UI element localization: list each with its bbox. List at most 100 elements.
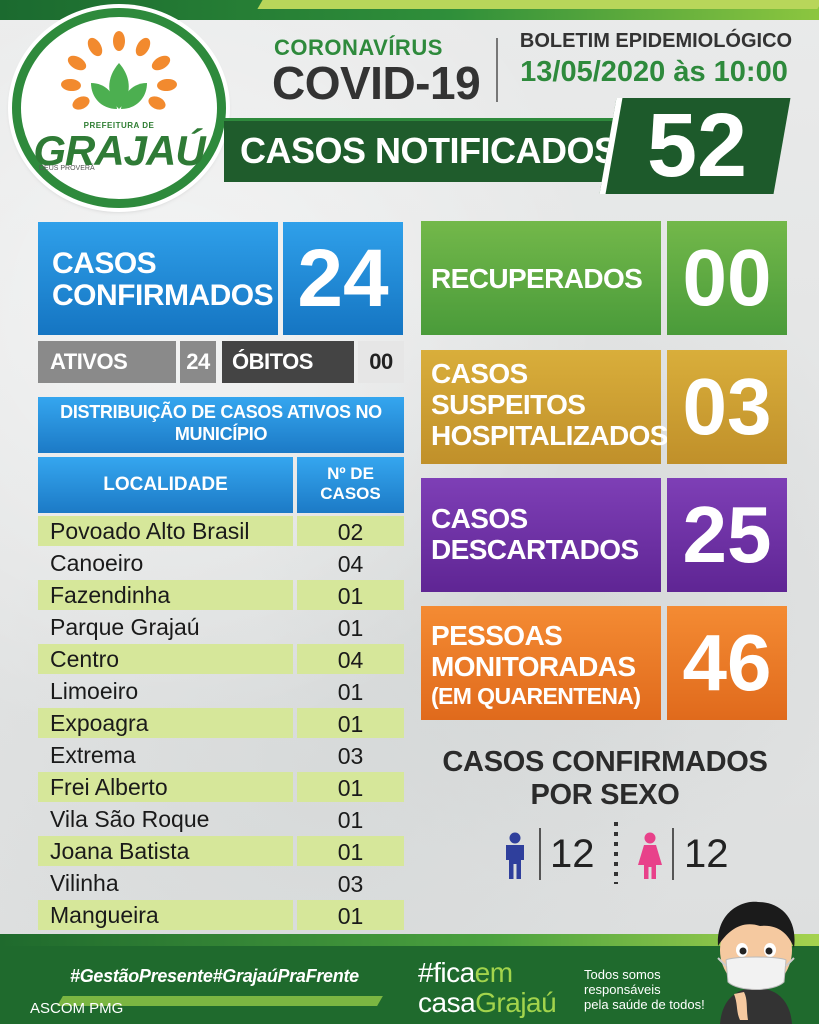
table-row: Centro 04 (38, 644, 404, 676)
descartados-block: CASOS DESCARTADOS 25 (421, 478, 787, 592)
suspeitos-label-line2: SUSPEITOS (431, 389, 586, 420)
descartados-label: CASOS DESCARTADOS (431, 503, 639, 565)
footer-message-line3: pela saúde de todos! (584, 997, 705, 1012)
coronavirus-label: CORONAVÍRUS (274, 35, 443, 60)
suspeitos-value: 03 (667, 350, 787, 464)
row-localidade: Vila São Roque (50, 806, 210, 832)
descartados-value: 25 (667, 478, 787, 592)
confirmados-label-line1: CASOS (52, 247, 157, 280)
female-separator (672, 828, 674, 880)
suspeitos-label-line3: HOSPITALIZADOS (431, 420, 668, 451)
row-casos: 01 (297, 772, 404, 802)
row-casos: 01 (337, 615, 364, 641)
row-casos: 04 (297, 644, 404, 674)
monitoradas-value: 46 (667, 606, 787, 720)
row-casos: 02 (297, 516, 404, 546)
recuperados-block: RECUPERADOS 00 (421, 221, 787, 335)
recuperados-value: 00 (667, 221, 787, 335)
row-localidade: Canoeiro (50, 550, 144, 576)
descartados-label-line1: CASOS (431, 503, 528, 534)
notificados-value: 52 (646, 96, 748, 196)
por-sexo-title-line1: CASOS CONFIRMADOS (442, 746, 768, 778)
row-localidade: Joana Batista (38, 836, 293, 866)
monitoradas-label-box: PESSOAS MONITORADAS (EM QUARENTENA) (421, 606, 661, 720)
table-row: Limoeiro 01 (38, 676, 404, 708)
column-header-localidade: LOCALIDADE (38, 457, 293, 513)
male-icon (506, 832, 524, 879)
female-icon (638, 832, 662, 879)
table-row: Canoeiro 04 (38, 548, 404, 580)
por-sexo-title-line2: POR SEXO (530, 779, 680, 811)
row-casos: 01 (297, 708, 404, 738)
confirmados-value-box (283, 222, 403, 335)
row-casos: 03 (337, 871, 364, 897)
notificados-label: CASOS NOTIFICADOS (240, 130, 618, 171)
distribuicao-title-line2: MUNICÍPIO (174, 424, 268, 444)
table-row: Joana Batista 01 (38, 836, 404, 868)
monitoradas-label-line1: PESSOAS (431, 620, 563, 651)
row-localidade: Frei Alberto (38, 772, 293, 802)
slogan-em: em (474, 957, 513, 988)
suspeitos-label-box: CASOS SUSPEITOS HOSPITALIZADOS (421, 350, 668, 464)
footer-message-line1: Todos somos (584, 967, 661, 982)
descartados-label-line2: DESCARTADOS (431, 534, 639, 565)
monitoradas-label-line3: (EM QUARENTENA) (431, 683, 641, 709)
suspeitos-label: CASOS SUSPEITOS HOSPITALIZADOS (431, 358, 668, 451)
row-localidade: Povoado Alto Brasil (38, 516, 293, 546)
table-row: Mangueira 01 (38, 900, 404, 932)
obitos-value-box (358, 341, 404, 383)
covid-title: COVID-19 (272, 57, 481, 109)
confirmados-label-line2: CONFIRMADOS (52, 279, 274, 312)
monitoradas-label: PESSOAS MONITORADAS (EM QUARENTENA) (431, 620, 641, 710)
notificados-bar (224, 118, 624, 182)
row-casos: 01 (297, 900, 404, 930)
distribuicao-title: DISTRIBUIÇÃO DE CASOS ATIVOS NO MUNICÍPI… (38, 401, 404, 445)
female-count: 12 (684, 832, 729, 876)
column-header-casos-line1: Nº DE (327, 464, 374, 483)
table-row: Povoado Alto Brasil 02 (38, 516, 404, 548)
confirmados-value: 24 (297, 233, 389, 324)
row-localidade: Centro (38, 644, 293, 674)
table-row: Expoagra 01 (38, 708, 404, 740)
sex-divider-dots (614, 822, 618, 884)
row-casos: 01 (297, 580, 404, 610)
sun-leaves-icon (61, 31, 177, 110)
suspeitos-label-line1: CASOS (431, 358, 528, 389)
obitos-label: ÓBITOS (232, 349, 313, 374)
row-localidade: Fazendinha (38, 580, 293, 610)
table-row: Extrema 03 (38, 740, 404, 772)
obitos-label-box (222, 341, 354, 383)
slogan-fica: #fica (418, 957, 475, 988)
table-row: Vilinha 03 (38, 868, 404, 900)
row-localidade: Vilinha (50, 870, 119, 896)
logo-prefeitura: PREFEITURA DE (83, 121, 155, 130)
row-casos: 01 (337, 807, 364, 833)
row-localidade: Limoeiro (50, 678, 139, 704)
ativos-label-box (38, 341, 176, 383)
row-localidade: Expoagra (38, 708, 293, 738)
suspeitos-block: CASOS SUSPEITOS HOSPITALIZADOS 03 (421, 350, 787, 464)
footer-ascom: ASCOM PMG (30, 1000, 124, 1017)
column-header-casos-line2: CASOS (320, 484, 381, 503)
distribuicao-title-line1: DISTRIBUIÇÃO DE CASOS ATIVOS NO (60, 402, 382, 422)
row-casos: 01 (337, 679, 364, 705)
confirmados-label-box (38, 222, 278, 335)
recuperados-label-box: RECUPERADOS (421, 221, 661, 335)
row-localidade: Mangueira (38, 900, 293, 930)
male-separator (539, 828, 541, 880)
boletim-date: 13/05/2020 às 10:00 (520, 56, 788, 88)
logo-tagline: DEUS PROVERÁ (39, 165, 95, 172)
distribuicao-table: Povoado Alto Brasil 02 Canoeiro 04 Fazendi… (38, 516, 404, 932)
monitoradas-label-line2: MONITORADAS (431, 651, 636, 682)
footer-hashtags: #GestãoPresente#GrajaúPraFrente (70, 966, 359, 986)
masked-child-illustration (717, 901, 795, 1024)
row-casos: 01 (297, 836, 404, 866)
obitos-value: 00 (369, 349, 393, 374)
column-header-casos: Nº DE CASOS (297, 457, 404, 513)
ativos-label: ATIVOS (50, 349, 128, 374)
por-sexo-title: CASOS CONFIRMADOS POR SEXO (440, 746, 770, 812)
logo-name: GRAJAÚ (33, 127, 205, 174)
footer-message-line2: responsáveis (584, 982, 661, 997)
distribuicao-title-box (38, 397, 404, 453)
monitoradas-block: PESSOAS MONITORADAS (EM QUARENTENA) 46 (421, 606, 787, 720)
